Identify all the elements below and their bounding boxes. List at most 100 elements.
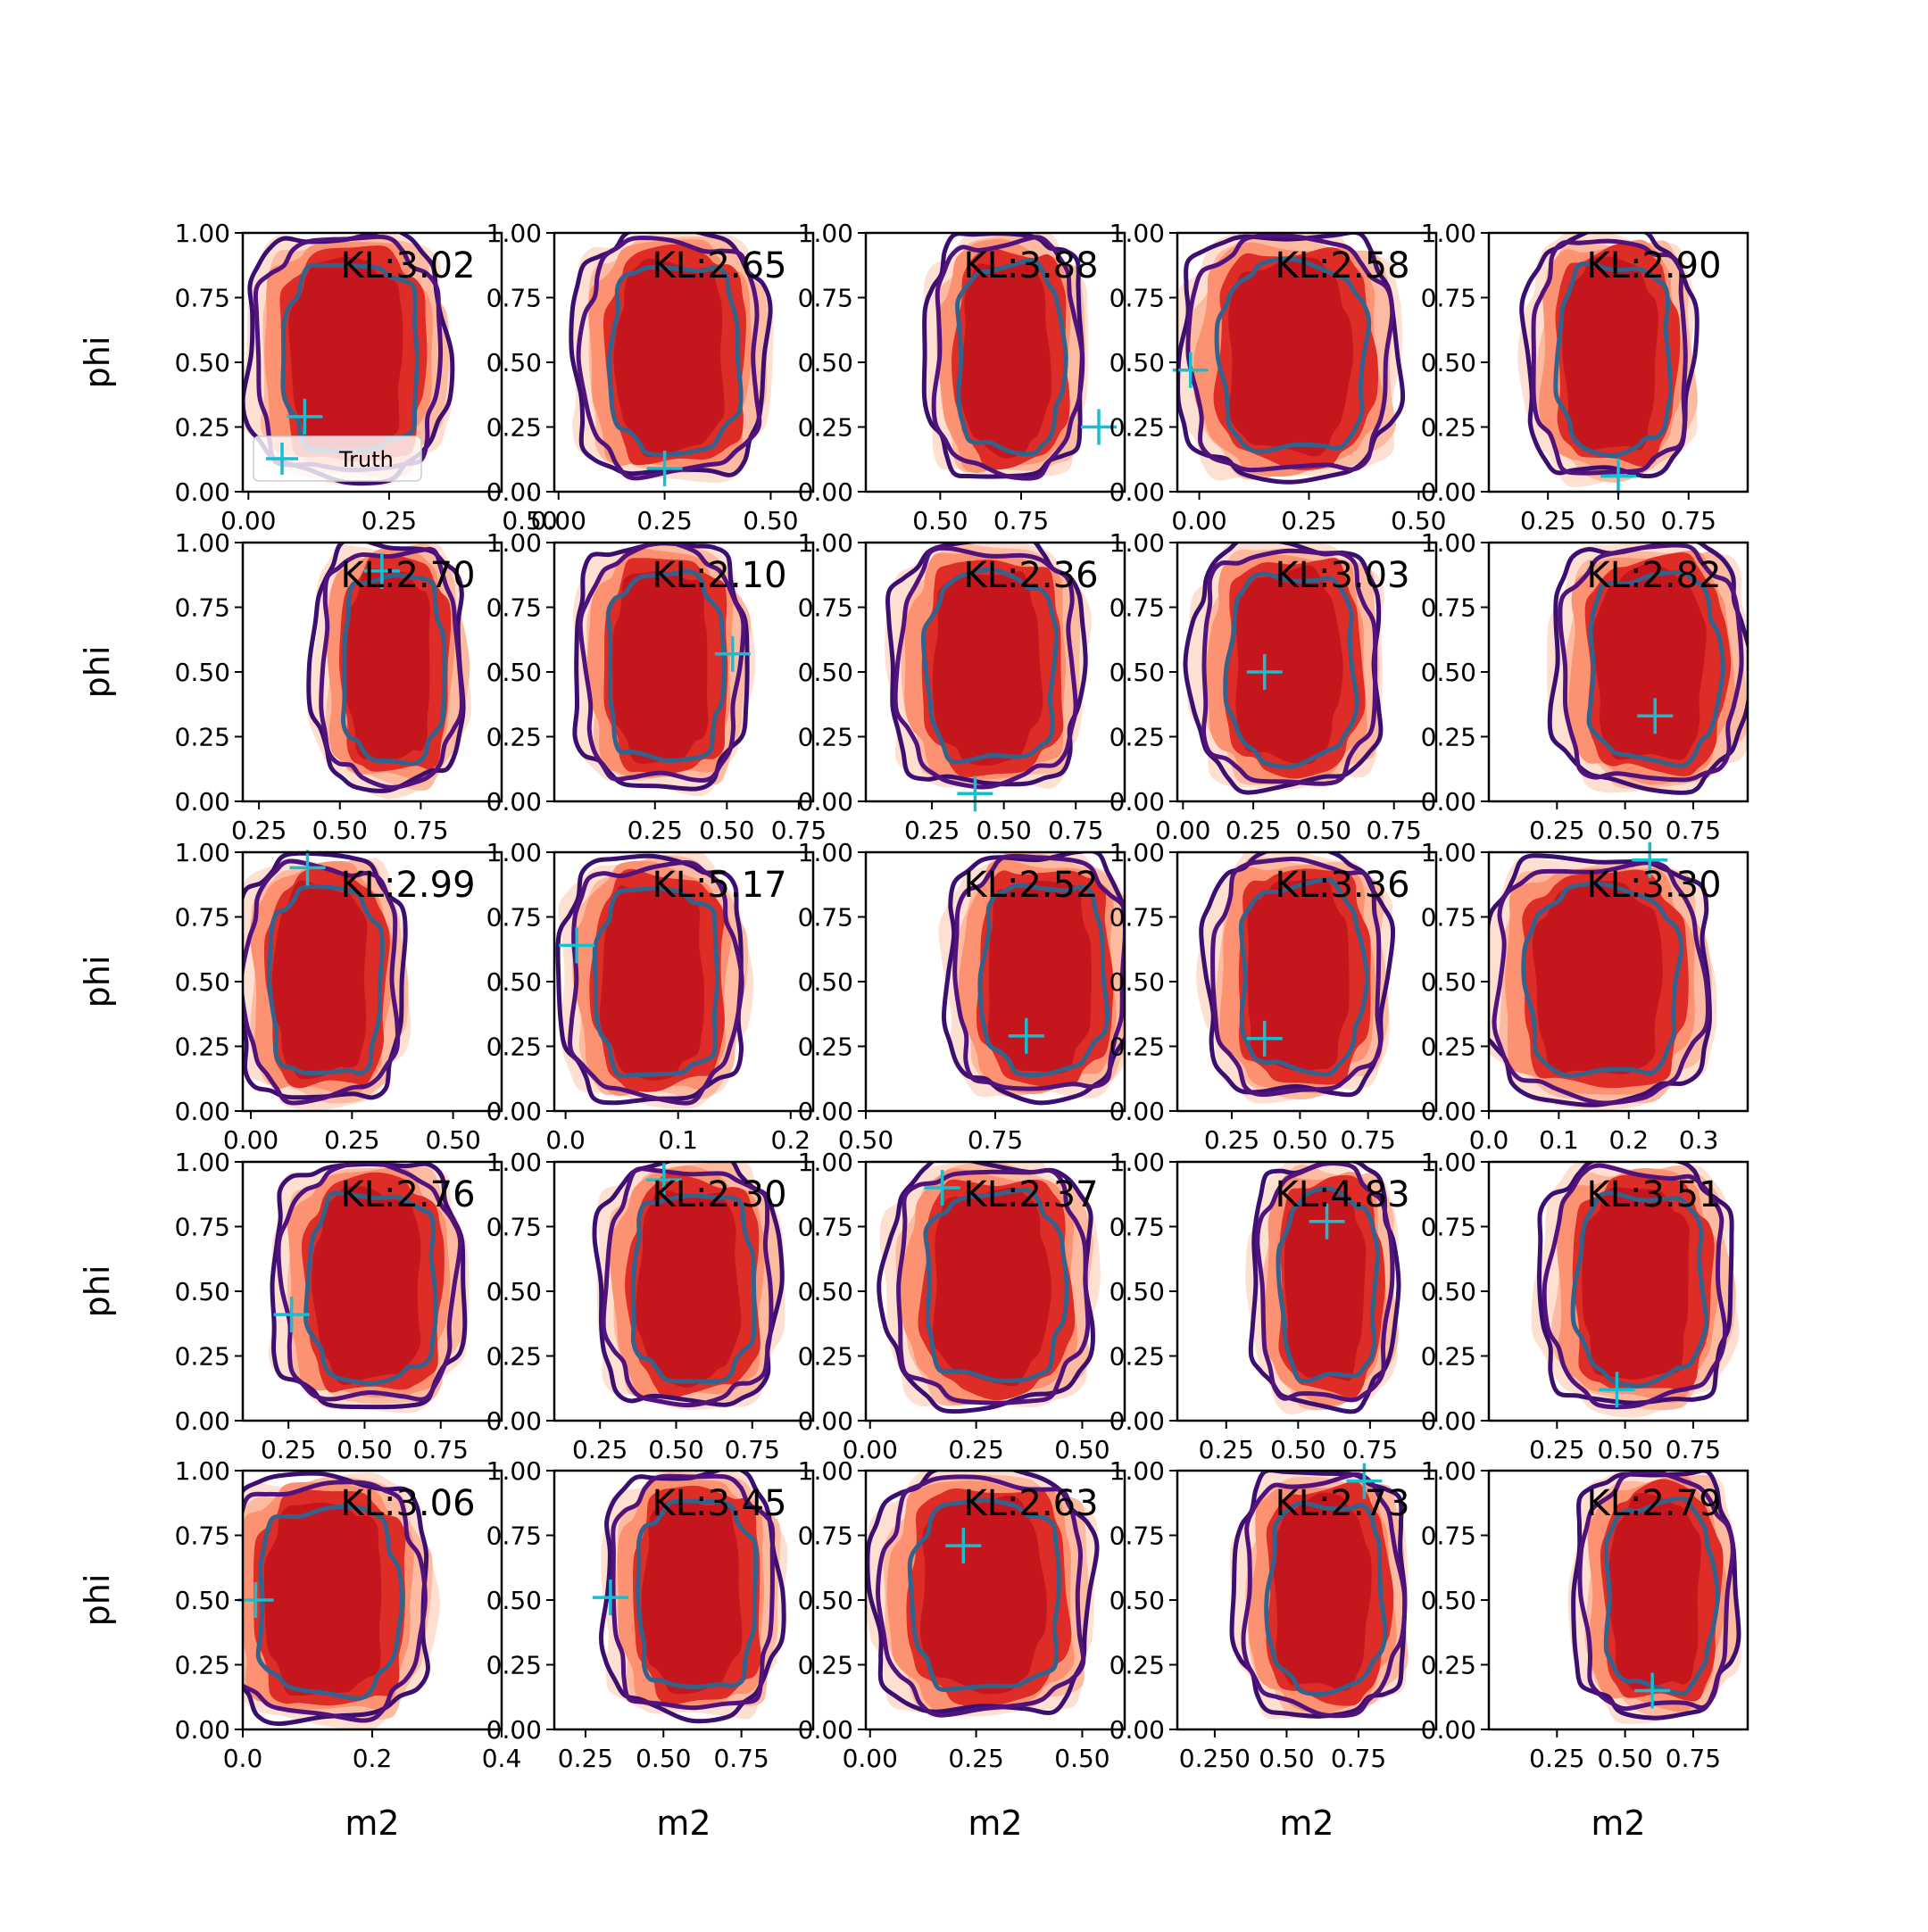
y-tick-label: 0.75 — [798, 1522, 853, 1551]
subplot-23: 0.00 0.25 0.50 0.75 1.00 0.00 0.25 0.50 KL:2.63 m… — [798, 1456, 1126, 1843]
kl-annotation: KL:2.37 — [963, 1174, 1098, 1215]
y-tick-label: 0.25 — [798, 723, 853, 752]
y-axis-label: phi — [78, 646, 117, 699]
x-tick-label: 0.1 — [1539, 1125, 1579, 1155]
kl-annotation: KL:2.65 — [652, 245, 786, 286]
x-tick-label: 0.25 — [231, 816, 287, 845]
contour-inner — [605, 568, 727, 763]
x-axis-label: m2 — [968, 1803, 1022, 1843]
contour-middle — [1492, 860, 1710, 1106]
x-tick-label: 0.250 — [1179, 1744, 1251, 1773]
subplot-16: 0.00 0.25 0.50 0.75 1.00 0.25 0.50 0.75 KL:2.76 p… — [78, 1148, 503, 1464]
truth-marker — [646, 450, 683, 486]
contour-outer — [569, 233, 773, 477]
y-tick-label: 0.50 — [1109, 1277, 1165, 1306]
y-tick-label: 0.00 — [175, 1715, 230, 1745]
y-tick-label: 0.50 — [486, 348, 542, 377]
y-tick-label: 0.50 — [1109, 658, 1165, 687]
x-tick-label: 0.50 — [1597, 1744, 1652, 1773]
y-tick-label: 0.75 — [1109, 903, 1165, 933]
x-tick-label: 0.2 — [353, 1744, 393, 1773]
kl-annotation: KL:2.30 — [652, 1174, 786, 1215]
contour-inner — [1264, 1500, 1388, 1696]
x-tick-label: 0.00 — [223, 1125, 278, 1155]
x-tick-label: 0.2 — [771, 1125, 811, 1155]
y-tick-label: 0.75 — [1421, 903, 1476, 933]
y-tick-label: 0.50 — [175, 658, 230, 687]
x-tick-label: 0.50 — [1597, 816, 1652, 845]
contour-inner — [340, 573, 447, 767]
legend-label: Truth — [338, 447, 394, 472]
x-tick-label: 0.25 — [558, 1744, 613, 1773]
y-tick-label: 0.25 — [1421, 1342, 1476, 1372]
truth-marker — [645, 1162, 682, 1198]
y-tick-label: 0.00 — [1421, 1715, 1476, 1745]
y-tick-label: 1.00 — [175, 1148, 230, 1177]
x-tick-label: 0.2 — [1608, 1125, 1649, 1155]
contour-middle — [601, 1166, 774, 1408]
contour-middle — [1577, 1471, 1735, 1712]
y-tick-label: 1.00 — [1421, 1456, 1476, 1486]
contour-middle — [876, 1474, 1086, 1718]
contour-outer — [941, 852, 1125, 1106]
x-tick-label: 0.50 — [1591, 506, 1646, 535]
y-tick-label: 0.75 — [798, 284, 853, 313]
y-tick-label: 0.00 — [175, 477, 230, 507]
contour-inner — [1553, 261, 1674, 459]
y-tick-label: 0.00 — [1421, 787, 1476, 817]
y-tick-label: 0.50 — [798, 1277, 853, 1306]
contour-middle — [611, 1473, 776, 1711]
plot-area-24 — [1229, 1471, 1409, 1720]
plot-area-13 — [938, 852, 1125, 1106]
y-tick-label: 0.25 — [486, 723, 542, 752]
density-fill-level-5 — [919, 1495, 1047, 1695]
y-tick-label: 1.00 — [1109, 1148, 1165, 1177]
y-tick-label: 0.50 — [1421, 1277, 1476, 1306]
contour-inner — [267, 883, 385, 1076]
subplot-3: 0.00 0.25 0.50 0.75 1.00 0.50 0.75 KL:3.88 — [798, 219, 1126, 535]
kl-annotation: KL:2.63 — [963, 1483, 1098, 1524]
density-fill-level-5 — [1272, 1492, 1372, 1691]
y-tick-label: 0.25 — [175, 413, 230, 443]
x-tick-label: 0.0 — [223, 1744, 263, 1773]
y-tick-label: 0.75 — [1109, 593, 1165, 623]
x-tick-label: 0.50 — [838, 1125, 893, 1155]
subplot-19: 0.00 0.25 0.50 0.75 1.00 0.25 0.50 0.75 KL:4.83 — [1109, 1148, 1438, 1464]
contour-inner — [1223, 571, 1359, 769]
contour-middle — [896, 1167, 1091, 1405]
contour-inner — [1586, 569, 1725, 768]
x-tick-label: 0.75 — [1342, 1435, 1398, 1464]
x-tick-label: 0.25 — [948, 1744, 1003, 1773]
y-tick-label: 0.75 — [1421, 1213, 1476, 1242]
x-tick-label: 0.50 — [1054, 1435, 1109, 1464]
x-tick-label: 0.75 — [1666, 816, 1721, 845]
y-tick-label: 0.00 — [1109, 477, 1165, 507]
x-tick-label: 0.50 — [1272, 1125, 1327, 1155]
y-tick-label: 0.75 — [486, 903, 542, 933]
y-tick-label: 1.00 — [1109, 528, 1165, 558]
y-tick-label: 0.75 — [175, 284, 230, 313]
y-tick-label: 1.00 — [798, 838, 853, 867]
contour-middle — [276, 1162, 463, 1402]
subplot-5: 0.00 0.25 0.50 0.75 1.00 0.25 0.50 0.75 KL:2.90 — [1421, 219, 1749, 535]
y-tick-label: 0.00 — [175, 1097, 230, 1126]
y-tick-label: 0.00 — [798, 477, 853, 507]
density-fill-level-5 — [1234, 565, 1343, 765]
y-tick-label: 0.75 — [1421, 284, 1476, 313]
y-tick-label: 0.00 — [1109, 1097, 1165, 1126]
y-tick-label: 1.00 — [175, 838, 230, 867]
y-tick-label: 0.50 — [175, 967, 230, 997]
y-tick-label: 1.00 — [486, 1148, 542, 1177]
x-tick-label: 0.50 — [743, 506, 798, 535]
y-axis-label: phi — [78, 956, 117, 1008]
contour-inner — [1603, 1496, 1720, 1696]
contour-outer — [1183, 543, 1384, 795]
truth-marker — [1246, 654, 1283, 690]
plot-area-7 — [572, 543, 756, 797]
kl-annotation: KL:2.73 — [1275, 1483, 1409, 1524]
subplot-8: 0.00 0.25 0.50 0.75 1.00 0.25 0.50 0.75 KL:2.36 — [798, 528, 1126, 845]
y-tick-label: 0.50 — [1421, 967, 1476, 997]
plot-area-12 — [555, 852, 754, 1109]
x-axis-label: m2 — [656, 1803, 711, 1843]
